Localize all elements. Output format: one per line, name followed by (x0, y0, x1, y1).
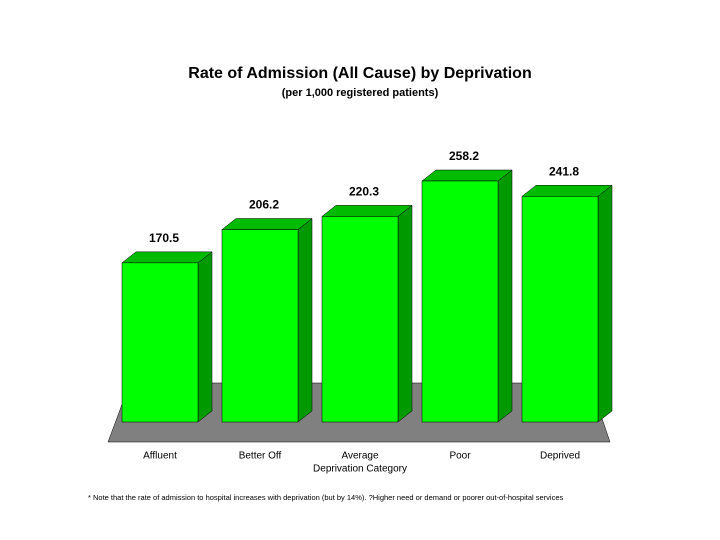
bar-side (497, 169, 513, 423)
chart-subtitle: (per 1,000 registered patients) (282, 87, 439, 99)
bar (521, 196, 599, 423)
value-label: 241.8 (549, 164, 579, 178)
x-tick-label: Better Off (239, 451, 282, 462)
bar-top (321, 205, 413, 217)
bar (421, 180, 499, 423)
value-label: 170.5 (149, 231, 179, 245)
x-tick-label: Affluent (143, 451, 177, 462)
bar-top (521, 185, 613, 197)
value-label: 206.2 (249, 198, 279, 212)
value-label: 220.3 (349, 185, 379, 199)
bar-side (597, 184, 613, 423)
x-tick-label: Average (341, 451, 379, 462)
bar-side (297, 218, 313, 423)
bar (321, 216, 399, 423)
bar-side (197, 251, 213, 423)
x-tick-label: Poor (449, 451, 471, 462)
bar (221, 229, 299, 423)
footnote: * Note that the rate of admission to hos… (88, 493, 564, 502)
chart-title: Rate of Admission (All Cause) by Depriva… (188, 65, 531, 82)
value-label: 258.2 (449, 149, 479, 163)
bar-top (221, 218, 313, 230)
bar-top (121, 251, 213, 264)
bar (121, 262, 199, 423)
x-tick-label: Deprived (540, 451, 580, 462)
bar-side (397, 204, 413, 423)
x-axis-label: Deprivation Category (313, 464, 407, 475)
bar-top (421, 169, 513, 182)
